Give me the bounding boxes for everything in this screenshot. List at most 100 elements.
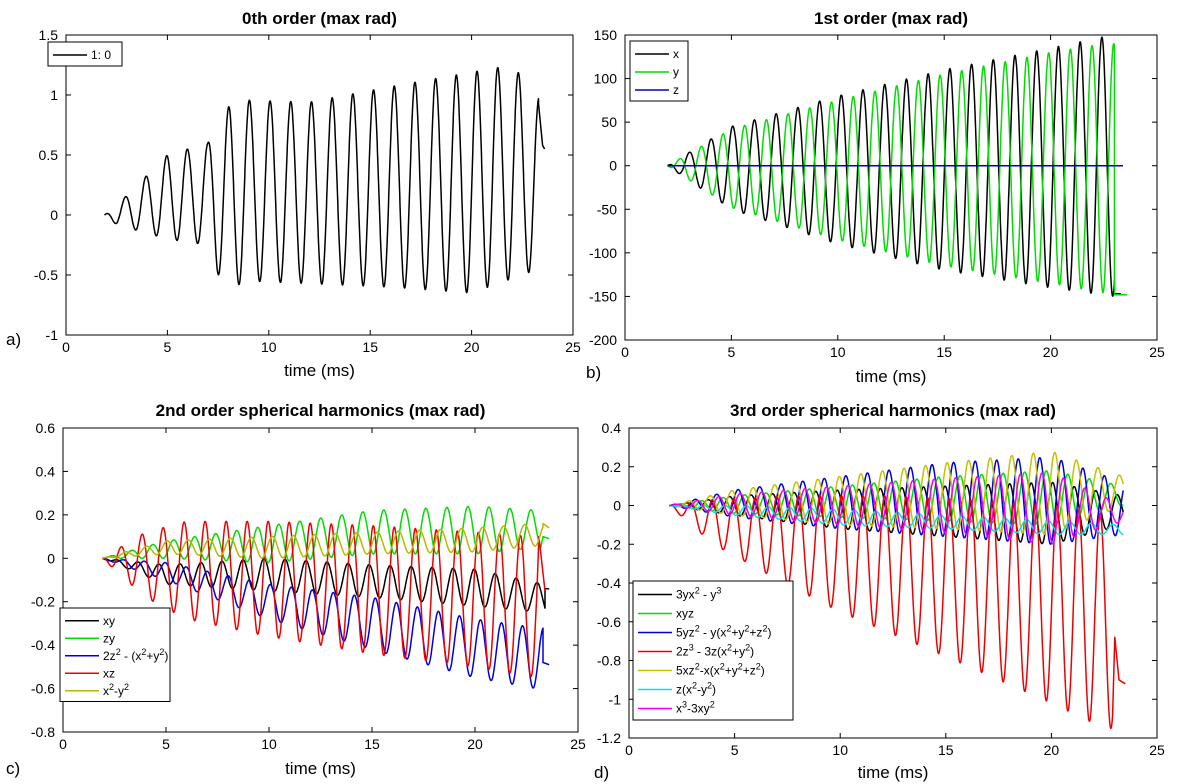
panel-label: c) (6, 759, 20, 778)
x-tick-label: 5 (731, 742, 739, 758)
axes-box (65, 34, 574, 336)
x-tick-label: 15 (938, 742, 954, 758)
legend: xy zy 2z2 - (x2+y2) xz x2-y2 (59, 607, 171, 702)
y-tick-label: -0.2 (31, 594, 55, 610)
series-line-3 (101, 520, 546, 678)
x-tick-label: 0 (625, 742, 633, 758)
panel-label: d) (594, 763, 609, 782)
x-tick-label: 25 (565, 339, 581, 355)
series-group (104, 66, 546, 294)
legend: 3yx2 - y3 xyz 5yz2 - y(x2+y2+z2) 2z3 - 3z(x… (632, 580, 794, 721)
x-tick-label: 0 (62, 339, 70, 355)
y-tick-label: 0 (50, 207, 58, 223)
y-tick-label: 1.5 (39, 27, 59, 43)
x-tick-label: 15 (364, 736, 380, 752)
chart-title: 0th order (max rad) (242, 9, 397, 28)
legend-label: z(x2-y2) (676, 681, 716, 697)
panel-label: a) (6, 330, 21, 349)
x-tick-label: 10 (830, 344, 846, 360)
legend-label: x3-3xy2 (676, 700, 715, 716)
panel-a: 0th order (max rad) 0 5 10 15 20 25 -1 -0.5 0 0.5 1… (6, 9, 581, 380)
y-tick-label: 0.5 (39, 147, 59, 163)
series-group (667, 36, 1128, 297)
y-tick-label: -0.4 (31, 637, 55, 653)
legend-label: 2z2 - (x2+y2) (103, 647, 168, 663)
y-tick-label: 1 (50, 87, 58, 103)
y-tick-label: -0.4 (597, 575, 621, 591)
panel-b: 1st order (max rad) 0 5 10 15 20 25 -200 -150 -10… (586, 9, 1165, 386)
x-axis-label: time (ms) (858, 763, 929, 782)
panel-c: 2nd order spherical harmonics (max rad) 0… (6, 401, 586, 778)
panel-label: b) (586, 363, 601, 382)
legend-label: 2z3 - 3z(x2+y2) (676, 643, 754, 659)
chart-title: 1st order (max rad) (814, 9, 968, 28)
legend-box (632, 580, 794, 721)
legend: xyz (629, 40, 689, 102)
legend-label: 5xz2-x(x2+y2+z2) (676, 662, 765, 678)
series-line-0 (101, 557, 550, 612)
legend-label: y (673, 65, 679, 79)
x-tick-label: 20 (1044, 742, 1060, 758)
x-tick-label: 20 (464, 339, 480, 355)
x-tick-label: 5 (162, 736, 170, 752)
x-axis-label: time (ms) (285, 759, 356, 778)
y-tick-label: 0.6 (36, 420, 56, 436)
y-tick-label: 0.4 (602, 420, 622, 436)
x-tick-label: 25 (570, 736, 586, 752)
axes-box (62, 427, 579, 733)
series-line-3 (668, 495, 1126, 730)
series-group (101, 505, 550, 689)
x-tick-label: 5 (728, 344, 736, 360)
y-tick-label: 0.4 (36, 463, 56, 479)
x-axis-label: time (ms) (284, 361, 355, 380)
y-tick-label: 0 (47, 550, 55, 566)
y-tick-label: -150 (589, 288, 617, 304)
series-line-1 (668, 470, 1124, 526)
y-tick-label: -0.6 (31, 681, 55, 697)
legend-label: x (673, 47, 679, 61)
x-tick-label: 25 (1149, 742, 1165, 758)
legend-label: zy (103, 631, 115, 645)
y-tick-label: 150 (594, 27, 618, 43)
y-tick-label: 0 (609, 158, 617, 174)
legend-box (47, 41, 123, 67)
legend-box (629, 40, 689, 102)
y-tick-label: 0.2 (602, 459, 622, 475)
x-tick-label: 10 (261, 339, 277, 355)
y-tick-label: 50 (601, 114, 617, 130)
panel-d: 3rd order spherical harmonics (max rad) 0… (594, 401, 1165, 782)
series-line-0 (667, 36, 1121, 297)
y-tick-label: -0.5 (34, 267, 58, 283)
y-tick-label: 0.2 (36, 507, 56, 523)
legend-label: 5yz2 - y(x2+y2+z2) (676, 624, 771, 640)
y-tick-label: -1.2 (597, 730, 621, 746)
y-tick-label: -0.8 (31, 724, 55, 740)
x-tick-label: 25 (1149, 344, 1165, 360)
series-line-1 (101, 505, 550, 564)
legend-label: 1: 0 (91, 48, 111, 62)
series-line-0 (104, 66, 546, 294)
series-line-4 (101, 522, 550, 560)
series-line-1 (667, 42, 1128, 296)
legend-label: xz (103, 666, 115, 680)
y-tick-label: -1 (46, 327, 59, 343)
x-tick-label: 10 (261, 736, 277, 752)
x-tick-label: 15 (936, 344, 952, 360)
x-tick-label: 0 (621, 344, 629, 360)
legend-label: xyz (676, 607, 694, 621)
y-tick-label: -0.8 (597, 653, 621, 669)
x-tick-label: 20 (467, 736, 483, 752)
chart-title: 2nd order spherical harmonics (max rad) (156, 401, 486, 420)
x-tick-label: 10 (832, 742, 848, 758)
y-tick-label: -1 (609, 691, 622, 707)
y-tick-label: -0.2 (597, 536, 621, 552)
y-tick-label: -100 (589, 245, 617, 261)
series-line-5 (668, 504, 1124, 536)
legend: 1: 0 (47, 41, 123, 67)
series-line-6 (668, 472, 1124, 545)
legend-label: z (673, 83, 679, 97)
x-tick-label: 15 (362, 339, 378, 355)
y-tick-label: -50 (597, 201, 617, 217)
y-tick-label: 100 (594, 71, 618, 87)
